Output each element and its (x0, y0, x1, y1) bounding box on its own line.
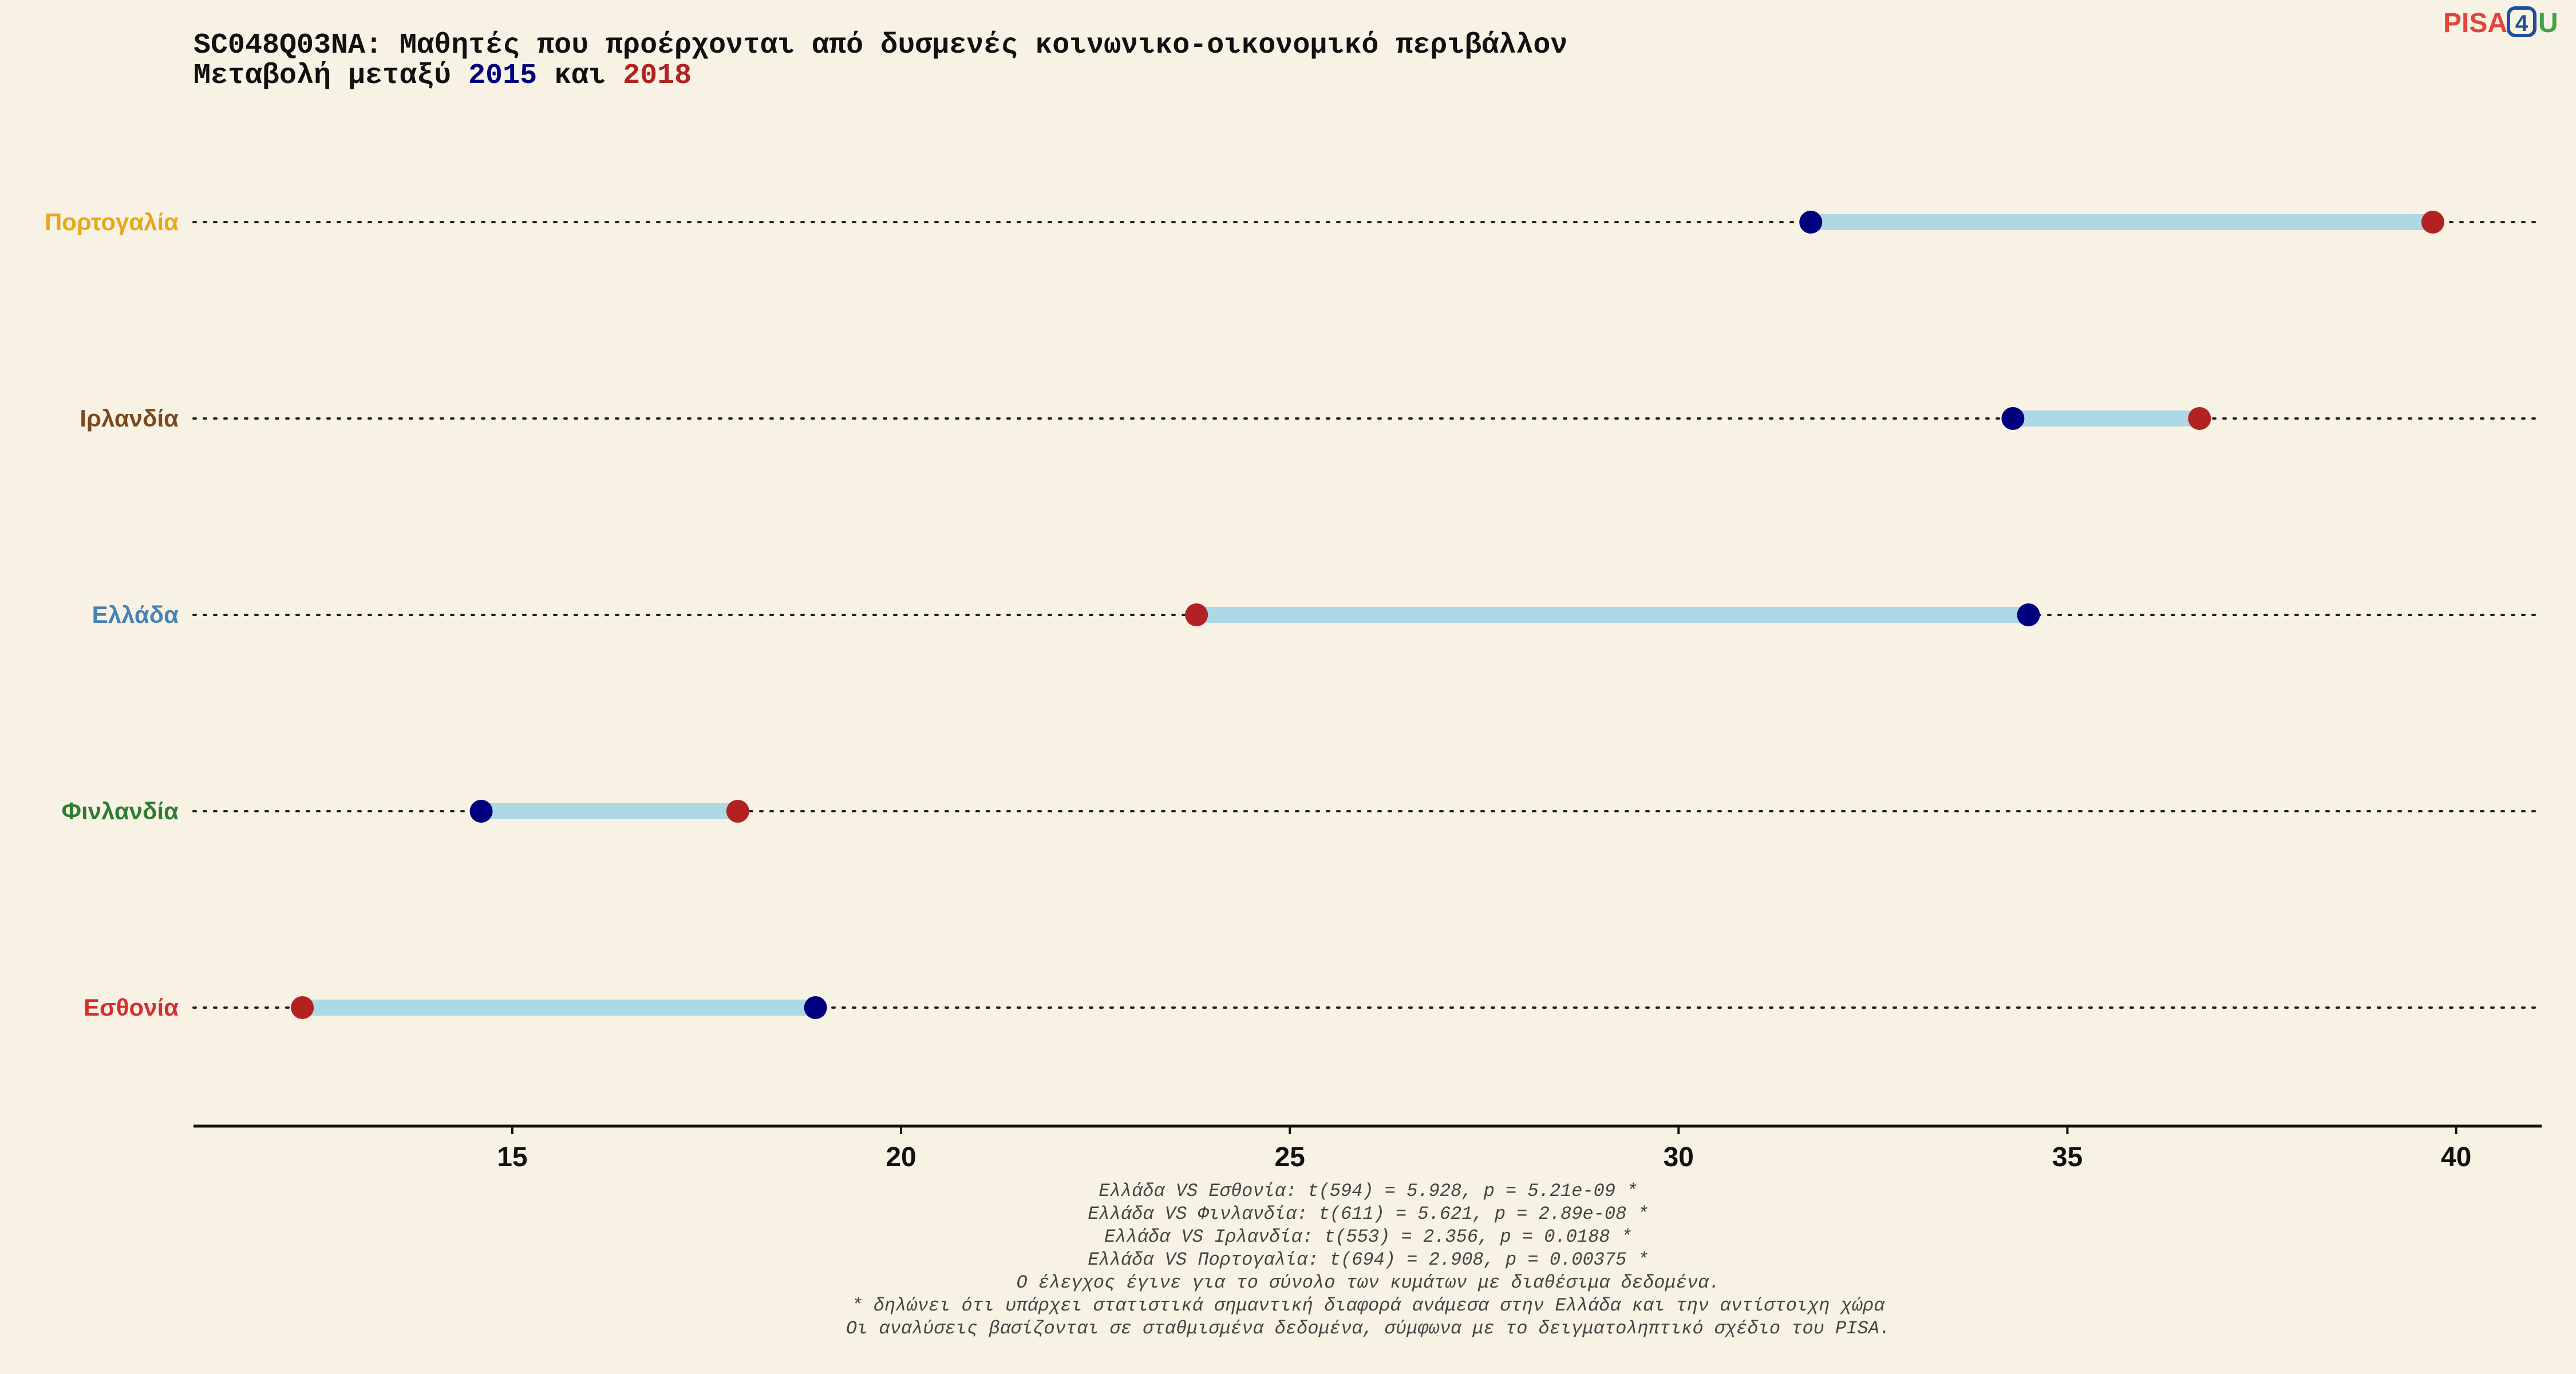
pisa4u-logo: PISA 4 U (2443, 6, 2558, 38)
category-label: Φινλανδία (62, 797, 179, 824)
point-2015 (2001, 407, 2025, 430)
chart-subtitle: Μεταβολή μεταξύ 2015 και 2018 (193, 60, 692, 92)
logo-text-pisa: PISA (2443, 8, 2507, 38)
footnotes: Ελλάδα VS Εσθονία: t(594) = 5.928, p = 5… (846, 1180, 1890, 1339)
point-2015 (469, 800, 493, 823)
subtitle-mid: και (537, 60, 623, 92)
point-2015 (2017, 603, 2040, 626)
x-axis: 15 20 25 30 35 40 (193, 1124, 2542, 1172)
category-label: Ιρλανδία (80, 405, 179, 432)
x-tick-label: 15 (497, 1142, 527, 1172)
logo-text-u: U (2538, 8, 2558, 38)
rows-layer: Πορτογαλία Ιρλανδία Ελλάδα Φινλανδία Εσθονία (45, 208, 2543, 1021)
x-tick-label: 30 (1664, 1142, 1694, 1172)
footnote-line: * δηλώνει ότι υπάρχει στατιστικά σημαντι… (851, 1295, 1885, 1316)
category-label: Εσθονία (84, 994, 179, 1021)
category-label: Πορτογαλία (45, 208, 179, 235)
subtitle-year-2015: 2015 (468, 60, 537, 92)
logo-box (2507, 6, 2537, 37)
point-2018 (291, 996, 314, 1019)
row-2: Ελλάδα (92, 601, 2543, 628)
point-2015 (804, 996, 827, 1019)
row-4: Εσθονία (84, 994, 2543, 1021)
point-2018 (1185, 603, 1208, 626)
subtitle-year-2018: 2018 (623, 60, 692, 92)
x-tick-label: 25 (1274, 1142, 1305, 1172)
point-2018 (2421, 211, 2444, 234)
logo-text-4: 4 (2515, 11, 2528, 36)
point-2018 (726, 800, 749, 823)
footnote-line: Ελλάδα VS Εσθονία: t(594) = 5.928, p = 5… (1099, 1180, 1638, 1202)
footnote-line: Ελλάδα VS Πορτογαλία: t(694) = 2.908, p … (1088, 1249, 1648, 1270)
point-2018 (2188, 407, 2211, 430)
category-label: Ελλάδα (92, 601, 179, 628)
row-0: Πορτογαλία (45, 208, 2543, 235)
footnote-line: Ελλάδα VS Φινλανδία: t(611) = 5.621, p =… (1088, 1203, 1648, 1225)
chart-title: SC048Q03NA: Μαθητές που προέρχονται από … (193, 29, 1567, 62)
x-tick-label: 35 (2052, 1142, 2083, 1172)
footnote-line: Ελλάδα VS Ιρλανδία: t(553) = 2.356, p = … (1104, 1226, 1632, 1247)
row-3: Φινλανδία (62, 797, 2543, 824)
x-tick-label: 20 (886, 1142, 916, 1172)
row-1: Ιρλανδία (80, 405, 2543, 432)
footnote-line: Ο έλεγχος έγινε για το σύνολο των κυμάτω… (1017, 1272, 1720, 1293)
x-tick-label: 40 (2441, 1142, 2471, 1172)
point-2015 (1799, 211, 1823, 234)
subtitle-prefix: Μεταβολή μεταξύ (193, 60, 468, 92)
footnote-line: Οι αναλύσεις βασίζονται σε σταθμισμένα δ… (846, 1318, 1890, 1339)
